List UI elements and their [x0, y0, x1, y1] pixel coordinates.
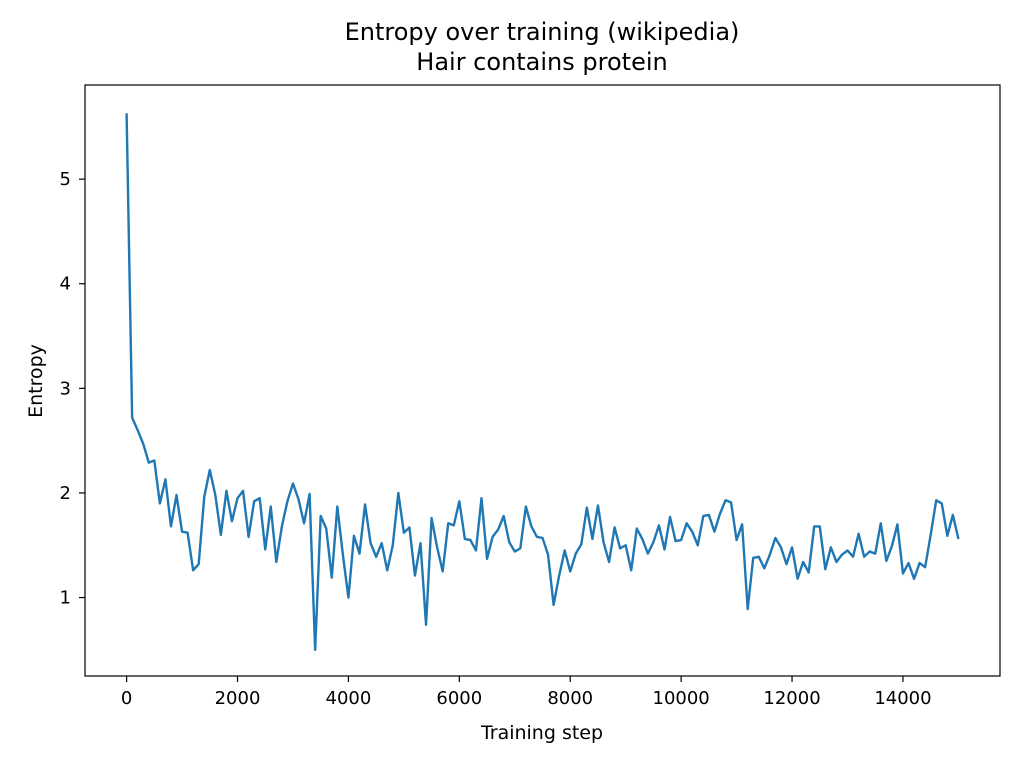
x-tick-label: 0: [121, 688, 132, 709]
plot-frame: [84, 84, 1001, 677]
x-tick-label: 12000: [763, 688, 820, 709]
y-tick-label: 1: [60, 588, 71, 609]
y-tick-label: 5: [60, 169, 71, 190]
y-axis: 1 2 3 4 5: [60, 169, 85, 609]
x-tick-label: 8000: [547, 688, 593, 709]
y-axis-label: Entropy: [25, 344, 47, 418]
x-tick-label: 10000: [653, 688, 710, 709]
x-tick-label: 6000: [436, 688, 482, 709]
y-tick-label: 3: [60, 378, 71, 399]
plot-area: [125, 113, 960, 652]
series-line-0: [125, 113, 960, 652]
x-tick-label: 2000: [215, 688, 261, 709]
y-tick-label: 4: [60, 274, 71, 295]
chart-title: Entropy over training (wikipedia): [345, 18, 740, 46]
chart-subtitle: Hair contains protein: [416, 48, 667, 76]
x-tick-label: 14000: [874, 688, 931, 709]
x-tick-label: 4000: [326, 688, 372, 709]
x-axis: 0 2000 4000 6000 8000 10000 12000 14000: [121, 676, 932, 709]
y-tick-label: 2: [60, 483, 71, 504]
x-axis-label: Training step: [480, 722, 603, 744]
